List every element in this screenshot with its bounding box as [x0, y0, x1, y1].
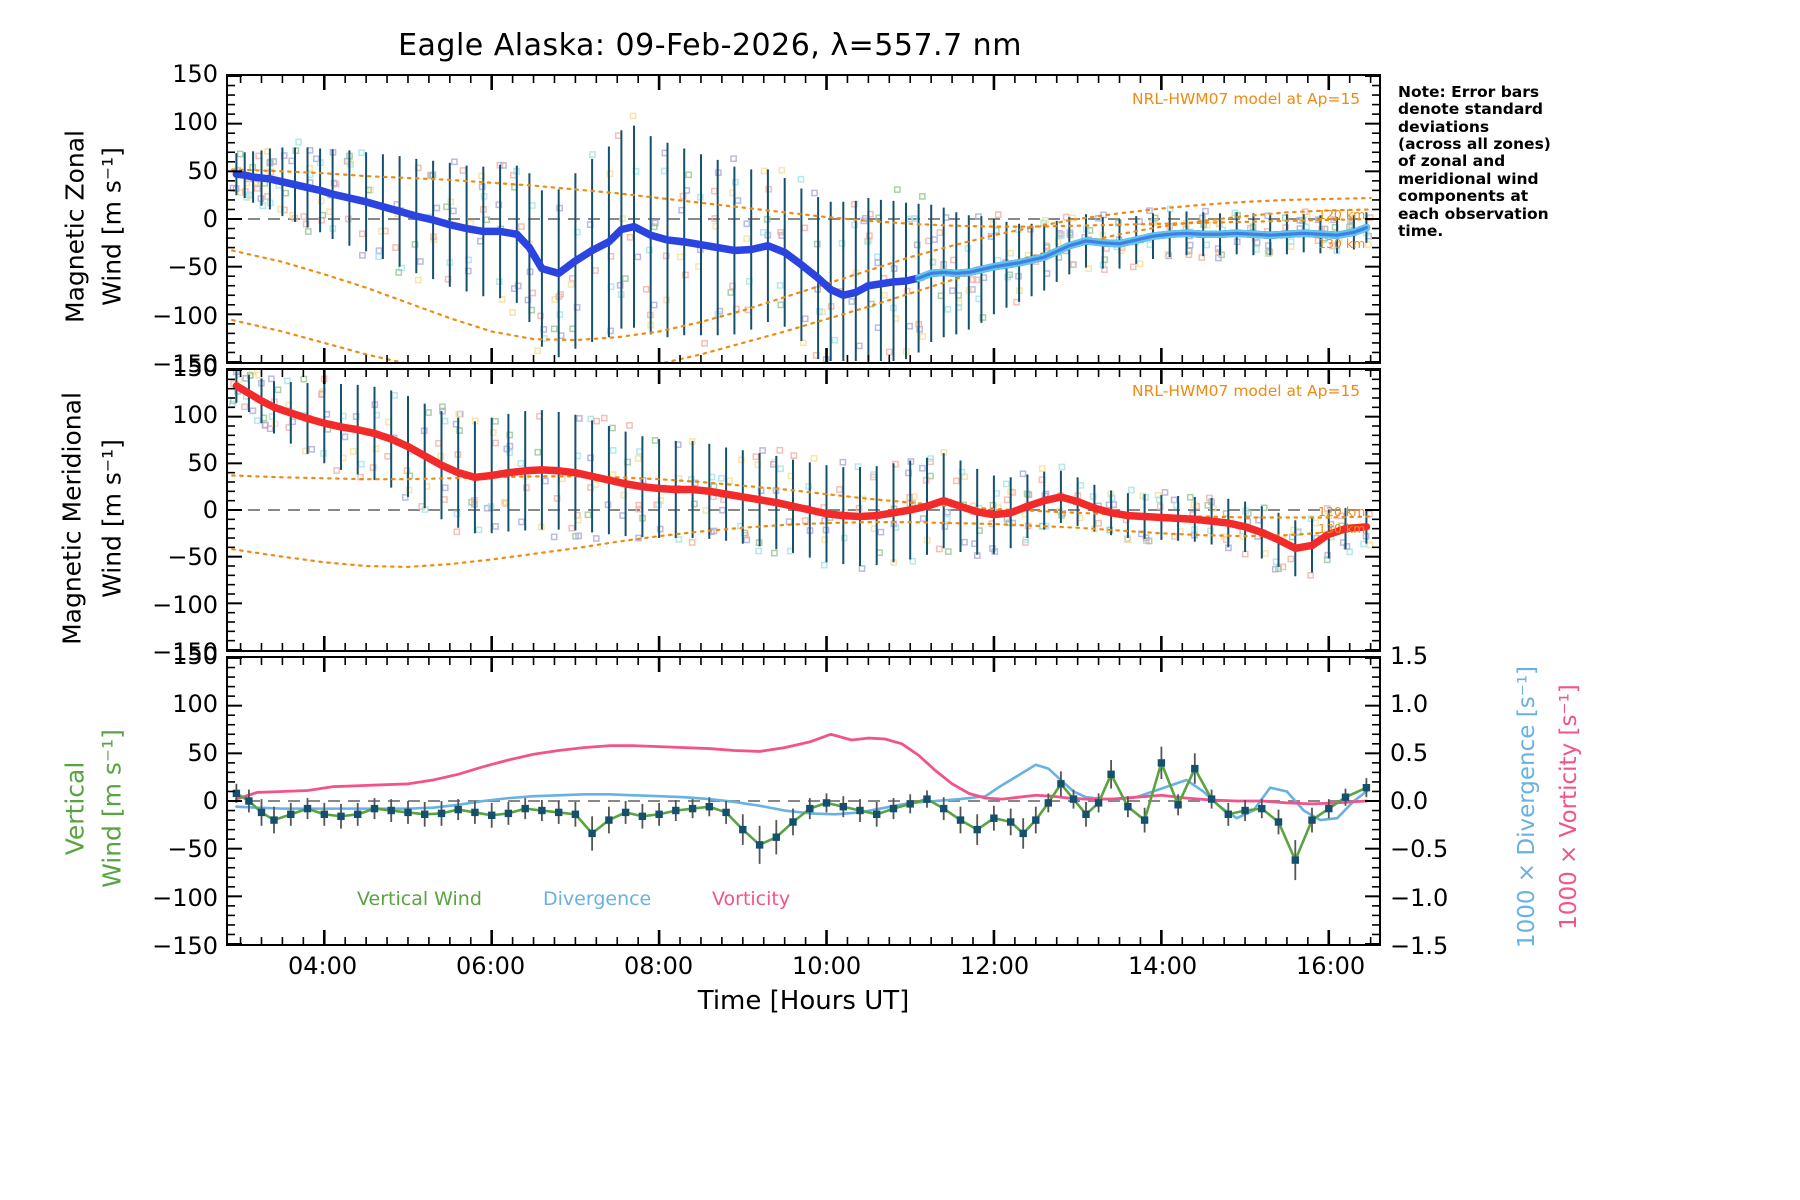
panel-3-y-right-ticks: 1.5 1.0 0.5 0.0 −0.5 −1.0 −1.5	[1390, 642, 1482, 960]
y-tick-label: −100	[152, 301, 218, 330]
panel-1-alt-120-label: 120 km	[1318, 207, 1366, 222]
y-tick-label: 50	[187, 448, 218, 477]
y-tick-label: 50	[187, 738, 218, 767]
panel-1-y-ticks: 150 100 50 0 −50 −100 −150	[126, 60, 218, 378]
panel-magnetic-zonal-wind	[226, 74, 1381, 364]
y-tick-label: −50	[167, 253, 218, 282]
panel-2-y-title-a: Magnetic Meridional	[57, 392, 87, 645]
panel-3-y-title-a: Vertical	[60, 761, 90, 856]
x-axis-title: Time [Hours UT]	[697, 986, 910, 1016]
panel-2-alt-120-label: 120 km	[1318, 504, 1366, 519]
y-right-tick-label: −1.5	[1390, 932, 1449, 960]
panel-2-hwm-label: NRL-HWM07 model at Ap=15	[1132, 382, 1361, 400]
y-tick-label: −150	[152, 932, 218, 960]
legend-divergence: Divergence	[543, 888, 652, 910]
panel-1-y-title-a: Magnetic Zonal	[60, 130, 90, 323]
x-tick-label: 14:00	[1128, 952, 1198, 980]
y-tick-label: −50	[167, 543, 218, 572]
y-tick-label: 0	[202, 496, 218, 524]
panel-1-alt-130-label: 130 km	[1318, 236, 1366, 251]
y-tick-label: −100	[152, 590, 218, 619]
y-right-tick-label: 0.5	[1390, 738, 1429, 767]
panel-3-y-ticks: 150 100 50 0 −50 −100 −150	[126, 642, 218, 960]
y-tick-label: −150	[152, 638, 218, 666]
x-tick-label: 12:00	[960, 952, 1030, 980]
note-text: Note: Error bars denote standard deviati…	[1398, 83, 1551, 240]
y-right-tick-label: −1.0	[1390, 883, 1449, 912]
figure-title: Eagle Alaska: 09-Feb-2026, λ=557.7 nm	[398, 28, 1022, 63]
y-tick-label: 150	[172, 60, 218, 88]
y-tick-label: 50	[187, 156, 218, 185]
panel-2-y-ticks: 150 100 50 0 −50 −100 −150	[126, 354, 218, 666]
x-tick-labels: 04:00 06:00 08:00 10:00 12:00 14:00 16:00	[226, 952, 1381, 986]
legend-vorticity: Vorticity	[712, 888, 791, 910]
panel-magnetic-meridional-wind	[226, 368, 1381, 652]
panel-1-y-title-b: Wind [m s⁻¹]	[97, 147, 127, 306]
x-tick-label: 10:00	[792, 952, 862, 980]
x-tick-label: 04:00	[288, 952, 358, 980]
y-tick-label: 0	[202, 205, 218, 233]
y-tick-label: −100	[152, 883, 218, 912]
y-tick-label: 100	[172, 108, 218, 137]
legend-vertical-wind: Vertical Wind	[357, 888, 482, 910]
y-tick-label: 150	[172, 642, 218, 670]
y-right-tick-label: 0.0	[1390, 787, 1429, 815]
panel-3-y-right-title-divergence: 1000 × Divergence [s⁻¹]	[1514, 665, 1540, 949]
y-tick-label: 100	[172, 401, 218, 430]
panel-2-plot	[228, 370, 1379, 650]
x-tick-label: 08:00	[624, 952, 694, 980]
panel-3-y-title-b: Wind [m s⁻¹]	[97, 729, 127, 888]
panel-3-plot	[228, 658, 1379, 944]
panel-vertical-wind	[226, 656, 1381, 946]
y-right-tick-label: −0.5	[1390, 835, 1449, 864]
x-tick-label: 06:00	[456, 952, 526, 980]
y-right-tick-label: 1.0	[1390, 690, 1429, 719]
x-tick-label: 16:00	[1296, 952, 1366, 980]
panel-1-hwm-label: NRL-HWM07 model at Ap=15	[1132, 90, 1361, 108]
y-tick-label: 100	[172, 690, 218, 719]
y-tick-label: −150	[152, 350, 218, 378]
y-tick-label: −50	[167, 835, 218, 864]
panel-2-alt-130-label: 130 km	[1318, 521, 1366, 536]
y-tick-label: 150	[172, 354, 218, 382]
panel-2-y-title-b: Wind [m s⁻¹]	[97, 439, 127, 598]
y-tick-label: 0	[202, 787, 218, 815]
panel-3-y-right-title-vorticity: 1000 × Vorticity [s⁻¹]	[1556, 684, 1582, 930]
panel-1-plot	[228, 76, 1379, 362]
y-right-tick-label: 1.5	[1390, 642, 1429, 670]
